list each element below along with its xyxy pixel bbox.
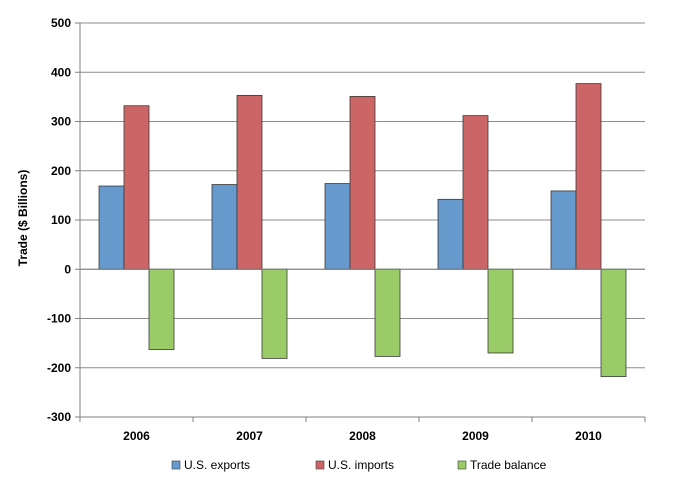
bar-u-s-imports-2010 [575,83,602,270]
bar-u-s-imports-2008 [349,95,376,270]
legend-label: U.S. imports [328,458,394,472]
y-tick-label: 500 [51,16,71,30]
x-tick-label: 2007 [236,429,263,443]
x-tick-label: 2006 [123,429,150,443]
y-tick-label: 300 [51,115,71,129]
y-axis-label: Trade ($ Billions) [16,170,30,267]
bar-u-s-imports-2007 [236,94,263,270]
bar-trade-balance-2007 [261,268,288,359]
axes [75,22,646,422]
bar-trade-balance-2006 [148,268,175,350]
y-tick-labels: -300 -200 -100 0 100 200 300 400 500 [47,16,71,424]
x-tick-label: 2010 [575,429,602,443]
x-tick-labels: 2006 2007 2008 2009 2010 [123,429,602,443]
legend-label: U.S. exports [184,458,250,472]
bar-u-s-exports-2010 [550,190,577,270]
bar-trade-balance-2010 [600,268,627,378]
legend: U.S. exports U.S. imports Trade balance [171,458,547,472]
legend-swatch [457,460,467,470]
y-tick-label: -300 [47,410,71,424]
y-tick-label: -100 [47,312,71,326]
legend-label: Trade balance [470,458,547,472]
bar-u-s-imports-2009 [462,115,489,270]
y-tick-label: 100 [51,213,71,227]
bar-trade-balance-2009 [487,268,514,354]
y-tick-label: 0 [64,262,71,276]
bar-u-s-exports-2007 [211,184,238,270]
y-tick-label: 200 [51,164,71,178]
x-tick-label: 2008 [349,429,376,443]
bar-trade-balance-2008 [374,268,401,357]
y-tick-label: -200 [47,361,71,375]
bar-u-s-exports-2008 [324,183,351,270]
bar-u-s-exports-2006 [98,185,125,270]
bar-u-s-imports-2006 [123,105,150,270]
y-tick-label: 400 [51,65,71,79]
legend-swatch [315,460,325,470]
legend-swatch [171,460,181,470]
x-tick-label: 2009 [462,429,489,443]
bars [98,83,627,378]
bar-u-s-exports-2009 [437,198,464,270]
